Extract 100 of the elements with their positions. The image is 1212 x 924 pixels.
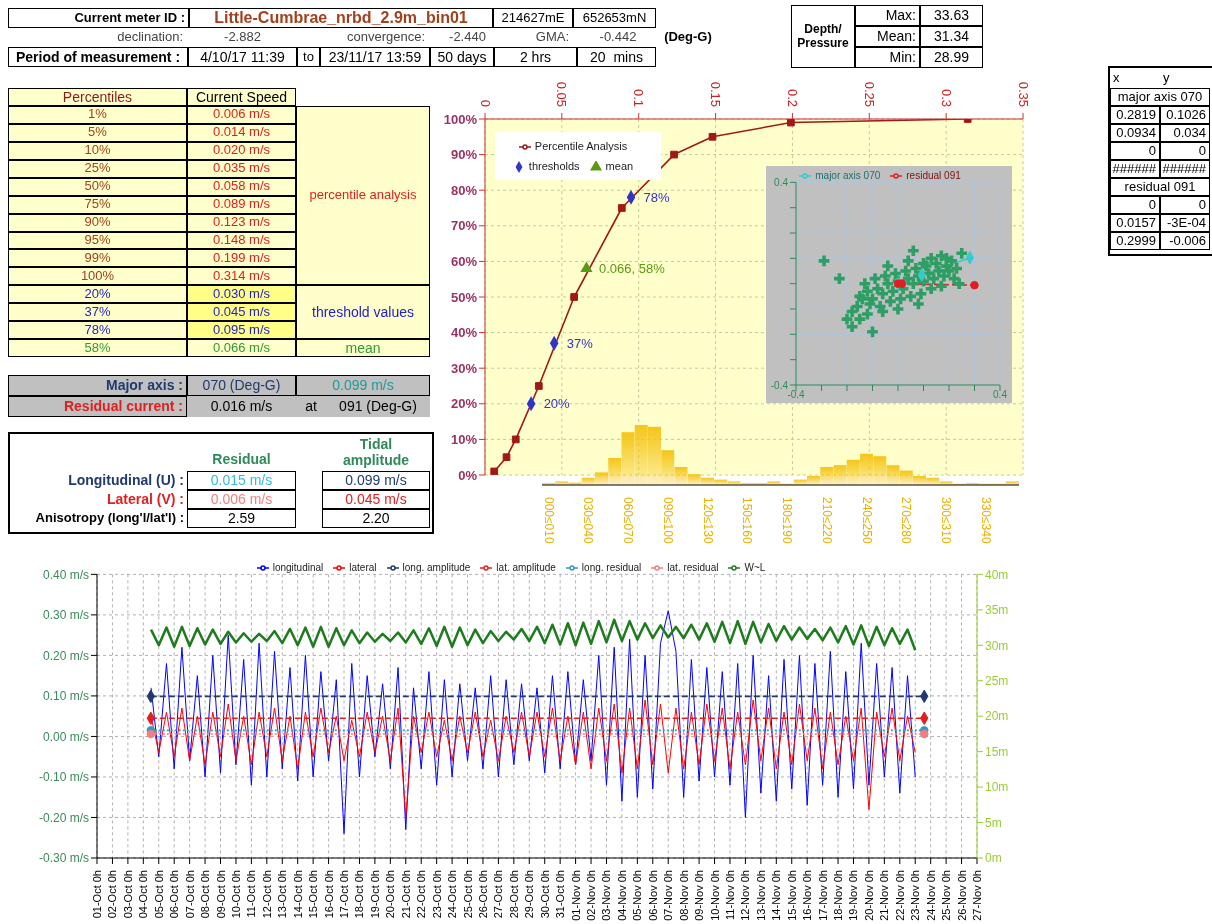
text: 0.314 m/s [212, 267, 271, 284]
text: ###### [1162, 160, 1206, 177]
x-tick-label: 08-Nov 0h [677, 870, 690, 921]
x-tick-label: 04-Oct 0h [137, 870, 150, 919]
text: 25% [84, 160, 111, 177]
x-tick-label: 26-Nov 0h [955, 870, 968, 921]
text: Longitudinal (U) : [68, 472, 184, 489]
text: 0.066 m/s [212, 339, 271, 356]
x-tick-label: 08-Oct 0h [199, 870, 212, 919]
y2-tick-label: 30m [985, 638, 1009, 653]
y2-tick-label: 0m [985, 851, 1002, 866]
x-tick-label: 01-Oct 0h [91, 870, 103, 919]
x-tick-label: 09-Oct 0h [214, 870, 227, 919]
x-tick-label: 02-Oct 0h [106, 870, 119, 919]
x-tick-label: 0.3 [938, 88, 954, 107]
text: 2.20 [362, 510, 390, 527]
y-tick-label: 50% [450, 289, 478, 305]
y-tick-label: 100% [443, 111, 478, 127]
legend-label: long. residual [581, 562, 642, 573]
y2-tick-label: 35m [985, 603, 1009, 618]
y-tick-label: 10% [450, 432, 478, 448]
x-tick-label: 20-Oct 0h [384, 870, 397, 919]
text: ###### [1112, 160, 1156, 177]
text: 214627mE [501, 9, 565, 26]
y-tick-label: 0.40 m/s [42, 567, 89, 582]
x-tick-label: 28-Oct 0h [507, 870, 520, 919]
legend-label: long. amplitude [402, 562, 471, 573]
text: threshold values [312, 304, 414, 321]
legend-label: mean [605, 160, 634, 172]
x-tick-label: 13-Oct 0h [276, 870, 289, 919]
x-tick-label: 240≤250 [859, 497, 874, 544]
data-label: 78% [643, 189, 670, 205]
text: -2.440 [449, 28, 486, 45]
y2-tick-label: 20m [985, 709, 1009, 724]
text: 070 (Deg-G) [202, 377, 281, 394]
x-tick-label: 05-Oct 0h [152, 870, 165, 919]
text: 0 [1198, 196, 1206, 213]
text: 10% [84, 142, 111, 159]
text: Residual current : [63, 398, 183, 415]
text: 95% [84, 231, 111, 248]
x-tick-label: 090≤100 [660, 497, 675, 544]
x-tick-label: 07-Oct 0h [183, 870, 196, 919]
text: Little-Cumbrae_nrbd_2.9m_bin01 [214, 8, 468, 28]
x-tick-label: 17-Nov 0h [816, 870, 829, 921]
x-tick-label: 10-Oct 0h [229, 870, 242, 919]
text: 0.2819 [1116, 106, 1156, 123]
x-tick-label: 16-Nov 0h [801, 870, 814, 921]
text: 0.099 m/s [332, 377, 394, 394]
text: Major axis : [105, 377, 183, 394]
text: Anisotropy (long'l/lat'l) : [35, 510, 184, 526]
x-tick-label: 03-Nov 0h [600, 870, 613, 921]
text: 50 days [437, 48, 487, 66]
text: Mean: [877, 28, 916, 45]
x-tick-label: 11-Nov 0h [723, 870, 736, 920]
y2-tick-label: 40m [985, 567, 1009, 582]
y-tick-label: 0.20 m/s [42, 648, 89, 663]
x-tick-label: 14-Nov 0h [770, 870, 783, 921]
legend-label: longitudinal [272, 562, 324, 573]
x-tick-label: 12-Nov 0h [739, 870, 752, 921]
text: 0.034 [1173, 124, 1206, 141]
text: 58% [84, 339, 111, 356]
x-tick-label: 01-Nov 0h [569, 870, 582, 921]
y-tick-label: 0.30 m/s [42, 608, 89, 623]
text: 2.59 [227, 510, 256, 527]
text: 0.0157 [1116, 214, 1156, 231]
data-label: 37% [566, 335, 594, 351]
text: Percentiles [62, 88, 133, 106]
legend-label: Percentile Analysis [534, 140, 628, 152]
text: 2 hrs [519, 48, 552, 66]
text: at [305, 398, 317, 415]
x-tick-label: 27-Oct 0h [492, 870, 505, 919]
legend-label: lat. residual [667, 562, 719, 573]
data-label: 0.066, 58% [598, 261, 666, 277]
x-tick-label: 270≤280 [899, 497, 914, 544]
y-tick-label: 0% [458, 467, 478, 483]
text: 091 (Deg-G) [339, 398, 417, 415]
text: Residual [212, 450, 271, 468]
text: convergence: [346, 28, 425, 45]
x-tick-label: 0.25 [861, 81, 877, 107]
x-tick-label: 16-Oct 0h [322, 870, 335, 919]
x-tick-label: 19-Oct 0h [368, 870, 381, 919]
text: Max: [885, 7, 916, 24]
x-tick-label: 24-Nov 0h [924, 870, 937, 921]
legend-label: lateral [349, 562, 377, 573]
x-tick-label: 17-Oct 0h [338, 870, 351, 919]
legend-label: W~L [744, 562, 766, 573]
x-tick-label: 0.05 [554, 81, 570, 107]
text: 0.006 m/s [210, 491, 273, 508]
x-tick-label: 060≤070 [621, 497, 636, 544]
y-tick-label: 90% [450, 147, 478, 163]
text: 0.0934 [1116, 124, 1156, 141]
y-tick-label: 30% [450, 360, 478, 376]
y-tick-label: 70% [450, 218, 478, 234]
x-tick-label: 300≤310 [939, 497, 954, 544]
legend-label: residual 091 [906, 170, 961, 181]
x-tick-label: 06-Nov 0h [646, 870, 659, 921]
x-tick-label: 14-Oct 0h [291, 870, 304, 919]
x-tick-label: 22-Nov 0h [893, 870, 906, 921]
text: 0.045 m/s [345, 491, 407, 508]
text: 0.2999 [1116, 232, 1156, 249]
